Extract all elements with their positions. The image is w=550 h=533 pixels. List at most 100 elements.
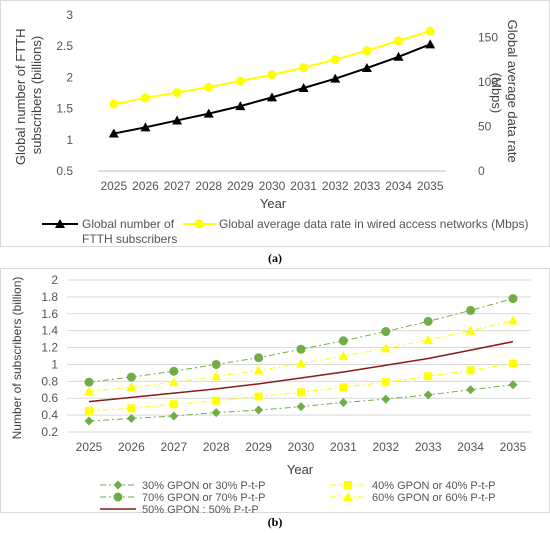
a-x-axis-title: Year (260, 196, 287, 211)
b-y-tick-label: 0.4 (41, 408, 58, 422)
a-legend-label-ftth-line-2: FTTH subscribers (82, 232, 177, 246)
b-series-3-point (508, 315, 518, 325)
b-series-0-point (296, 402, 306, 412)
b-legend-label-2: 70% GPON or 70% P-t-P (142, 492, 266, 504)
a-y-tick-label: 2 (66, 70, 73, 84)
b-legend-marker-0 (113, 480, 123, 490)
b-series-3-point (338, 351, 349, 360)
a-legend-label-datarate: Global average data rate in wired access… (219, 217, 528, 231)
a-y2-axis-title-line-2: (Mbps) (489, 73, 504, 113)
a-series-0-point (140, 122, 151, 132)
b-series-1-point (381, 378, 390, 387)
b-y-tick-label: 1.4 (41, 324, 58, 338)
a-y2-tick-label: 0 (478, 164, 485, 178)
b-series-1-point (169, 400, 178, 409)
a-series-0-point (330, 73, 341, 83)
b-series-3-point (296, 358, 306, 368)
b-series-0-point (169, 411, 179, 421)
a-legend-label-ftth: Global number of FTTH subscribers (82, 217, 177, 246)
b-legend-label-1: 40% GPON or 40% P-t-P (372, 480, 496, 492)
b-legend-marker-1 (344, 481, 352, 489)
b-series-3-point (380, 343, 391, 353)
b-series-2-point (381, 327, 391, 337)
b-series-2-point (338, 336, 348, 346)
b-x-ticks: 2025 2026 2027 2028 2029 2030 2031 2032 2033 2034… (76, 440, 527, 454)
b-series-3-point (84, 386, 94, 396)
a-y2-tick-label: 100 (478, 75, 498, 89)
a-y-axis-title: Global number of FTTH subscribers (billi… (13, 25, 44, 165)
b-series-2-point (254, 353, 264, 363)
b-series-1-point (212, 396, 221, 405)
a-y2-tick-label: 50 (478, 119, 492, 133)
b-series-0-point (508, 380, 518, 390)
a-x-tick-label: 2029 (227, 179, 254, 193)
b-series-3-point (423, 334, 434, 344)
b-y-tick-label: 0.2 (41, 425, 58, 439)
b-x-tick-label: 2033 (415, 440, 442, 454)
a-x-tick-label: 2030 (259, 179, 286, 193)
a-x-tick-label: 2033 (354, 179, 381, 193)
a-series-0-point (361, 63, 372, 73)
b-legend-label-4: 50% GPON : 50% P-t-P (142, 504, 259, 516)
b-legend-label-0: 30% GPON or 30% P-t-P (142, 480, 266, 492)
a-y-tick-label: 3 (66, 8, 73, 22)
a-y-tick-label: 1 (66, 133, 73, 147)
b-series-line-2 (88, 298, 514, 383)
b-series-0-point (126, 413, 136, 423)
caption-b: (b) (268, 515, 283, 529)
a-x-tick-label: 2026 (132, 179, 159, 193)
b-series-2-point (423, 316, 433, 326)
a-legend: Global number of FTTH subscribers Global… (42, 217, 528, 246)
b-series-3-point (168, 377, 179, 387)
b-series-3-point (211, 371, 222, 381)
b-series-line-3 (88, 320, 514, 392)
a-y-axis-title-line-1: Global number of FTTH (13, 29, 28, 166)
a-x-tick-label: 2034 (385, 179, 412, 193)
b-x-tick-label: 2026 (118, 440, 145, 454)
b-series-3-point (126, 382, 137, 392)
a-series-1-point (267, 70, 277, 80)
b-y-tick-label: 0.8 (41, 374, 58, 388)
b-x-tick-label: 2028 (203, 440, 230, 454)
a-x-tick-label: 2027 (164, 179, 191, 193)
b-series-0-point (254, 405, 264, 415)
b-x-tick-label: 2030 (288, 440, 315, 454)
a-series-0-point (393, 51, 404, 61)
b-y-tick-label: 2 (51, 273, 58, 287)
b-legend-label-3: 60% GPON or 60% P-t-P (372, 492, 496, 504)
a-series-line-0 (113, 43, 431, 135)
a-series-1-point (204, 82, 214, 92)
b-y-tick-label: 1.6 (41, 307, 58, 321)
b-series-0-point (423, 390, 433, 400)
a-series-0-point (267, 92, 277, 102)
b-series-group (84, 294, 518, 426)
a-x-tick-label: 2028 (195, 179, 222, 193)
b-series-2-point (126, 372, 136, 382)
b-series-1-point (127, 404, 136, 413)
b-x-tick-label: 2032 (372, 440, 399, 454)
b-series-2-point (508, 294, 518, 304)
b-series-1-point (254, 392, 263, 401)
b-x-tick-label: 2027 (160, 440, 187, 454)
b-series-2-point (296, 344, 306, 354)
b-x-tick-label: 2025 (76, 440, 103, 454)
b-x-tick-label: 2035 (500, 440, 527, 454)
a-x-tick-label: 2031 (290, 179, 317, 193)
b-series-line-4 (88, 340, 514, 403)
a-x-ticks: 2025 2026 2027 2028 2029 2030 2031 2032 2033 2034… (100, 179, 443, 193)
a-x-tick-label: 2025 (100, 179, 127, 193)
a-legend-marker-ftth (55, 219, 65, 228)
a-series-1-point (425, 26, 435, 36)
b-series-3-point (253, 365, 264, 375)
b-series-3-point (465, 325, 476, 335)
a-legend-marker-datarate (194, 219, 204, 229)
b-x-axis-title: Year (287, 462, 314, 477)
b-series-1-point (424, 372, 433, 381)
a-series-group (108, 26, 436, 138)
a-y2-axis-title-line-1: Global average data rate (505, 20, 520, 163)
a-series-1-point (109, 99, 119, 109)
b-series-0-point (466, 385, 476, 395)
b-series-0-point (381, 394, 391, 404)
b-series-2-point (169, 366, 179, 376)
